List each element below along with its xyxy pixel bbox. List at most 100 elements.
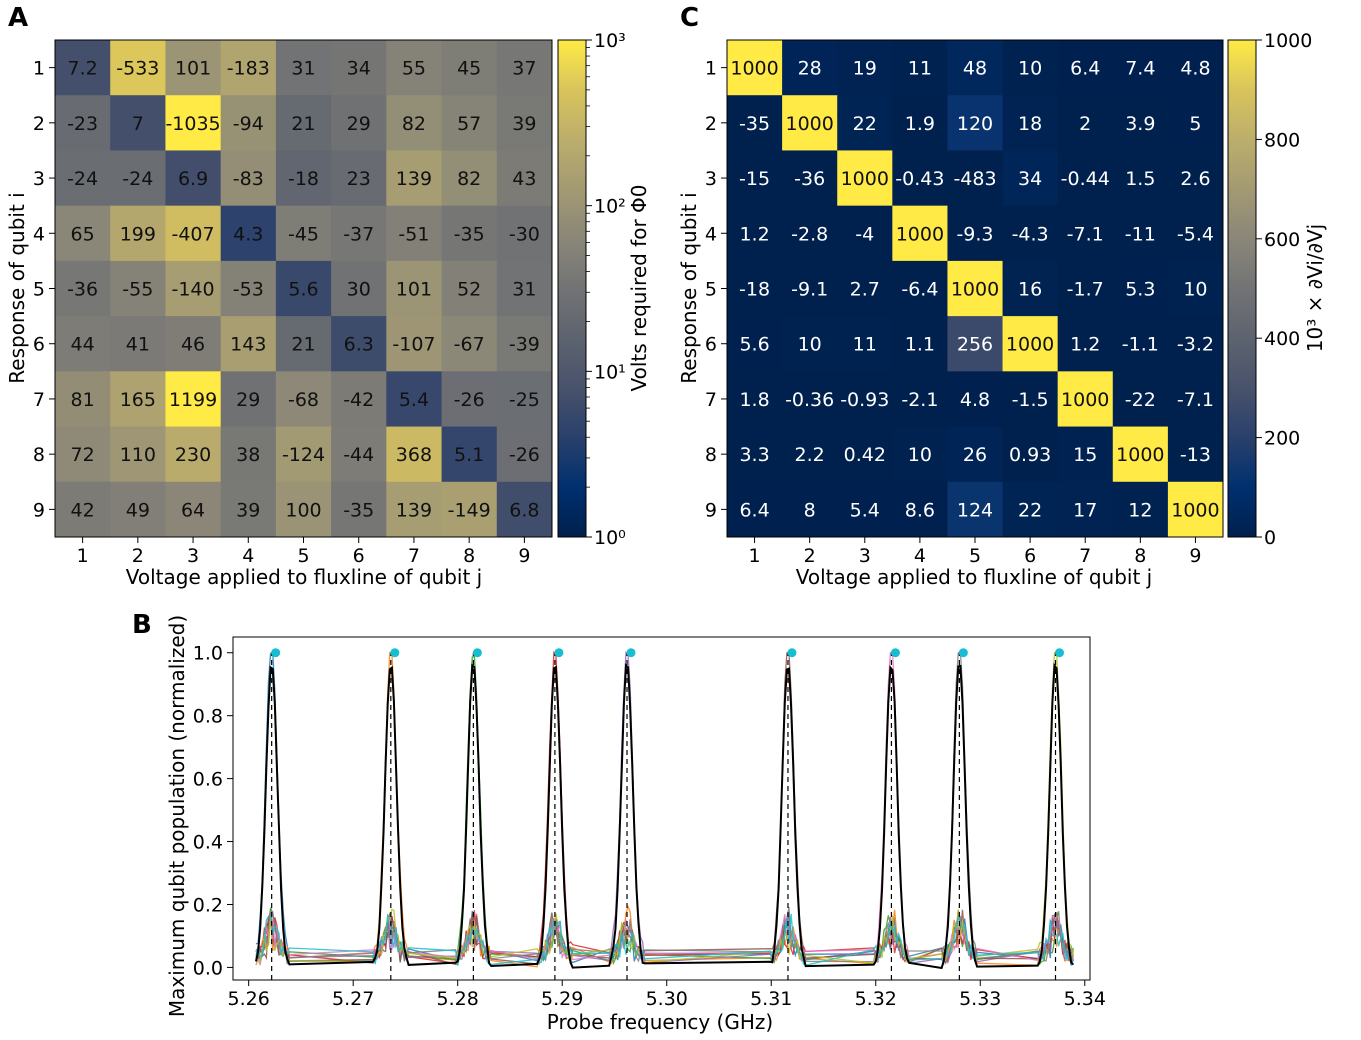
heatmap-c-cell-label: -1.1 — [1122, 334, 1159, 356]
heatmap-c-xtick-label: 6 — [1024, 545, 1036, 567]
heatmap-a-cell — [110, 481, 166, 538]
heatmap-c-cell-label: -11 — [1125, 223, 1156, 245]
heatmap-a-ytick-label: 5 — [33, 279, 45, 301]
heatmap-a-cell — [441, 205, 498, 262]
heatmap-a-cell — [331, 95, 387, 151]
panel-letter-a: A — [8, 3, 28, 33]
colorbar-c-tick-label: 400 — [1264, 328, 1300, 350]
heatmap-c-cell-label: -0.93 — [840, 389, 889, 411]
heatmap-c-cell — [1002, 40, 1059, 96]
colorbar-a-tick-label: 10⁰ — [594, 527, 626, 549]
heatmap-a-cell — [441, 316, 498, 372]
line-plot-b-xtick-label: 5.31 — [750, 988, 792, 1010]
heatmap-c-cell — [1057, 205, 1114, 262]
heatmap-a-cell — [496, 481, 553, 538]
heatmap-a-cell-label: 82 — [402, 113, 426, 135]
heatmap-c-cell — [1002, 205, 1059, 262]
heatmap-c-cell — [1057, 481, 1114, 538]
colorbar-c: 1000 800 600 400 200 0 — [1227, 30, 1312, 549]
heatmap-a-cell-label: 139 — [396, 168, 432, 190]
heatmap-a-xlabel: Voltage applied to fluxline of qubit j — [126, 565, 483, 589]
heatmap-c-cell — [1057, 316, 1114, 372]
heatmap-c-cell — [1057, 371, 1114, 428]
heatmap-c-cell — [1057, 150, 1114, 207]
panel-letter-c: C — [680, 3, 699, 33]
heatmap-c-cell-label: 1.5 — [1125, 168, 1155, 190]
heatmap-c-cell-label: 0.42 — [844, 444, 886, 466]
colorbar-c-tick-label: 200 — [1264, 428, 1300, 450]
heatmap-a-cell-label: 46 — [181, 334, 205, 356]
heatmap-c-cell — [837, 150, 893, 207]
heatmap-c-cell — [727, 205, 783, 262]
heatmap-a-cell — [220, 316, 277, 372]
heatmap-c-cell — [1167, 371, 1224, 428]
heatmap-c-cell-label: -4 — [855, 223, 874, 245]
heatmap-a-cell — [331, 260, 387, 317]
heatmap-a-cell — [386, 95, 443, 151]
heatmap-c-cell — [782, 481, 838, 538]
heatmap-a-cell — [496, 316, 553, 372]
heatmap-c-cell-label: 1.8 — [739, 389, 769, 411]
heatmap-c-cell-label: 10 — [1018, 58, 1042, 80]
heatmap-c-cell-label: 1000 — [1061, 389, 1109, 411]
heatmap-c-cell-label: 3.9 — [1125, 113, 1155, 135]
line-plot-b-ytick-label: 0.0 — [193, 957, 223, 979]
heatmap-c-cell — [837, 371, 893, 428]
heatmap-c-xtick-label: 7 — [1079, 545, 1091, 567]
heatmap-c-xtick-label: 2 — [804, 545, 816, 567]
heatmap-c-cell-label: 1.9 — [905, 113, 935, 135]
heatmap-c-cell — [947, 40, 1004, 96]
line-plot-b-peak-marker — [390, 648, 400, 658]
line-plot-b-ytick-label: 0.4 — [193, 832, 223, 854]
heatmap-c-cell — [892, 426, 948, 483]
heatmap-a-cell — [441, 95, 498, 151]
heatmap-c-cell-label: 1000 — [896, 223, 944, 245]
heatmap-c-cell — [892, 205, 948, 262]
heatmap-a-cell-label: 43 — [512, 168, 536, 190]
heatmap-a-cell-label: -35 — [454, 223, 485, 245]
heatmap-a-cell — [275, 150, 332, 207]
heatmap-a-cell-label: 30 — [347, 279, 371, 301]
heatmap-a-cell-label: 1199 — [169, 389, 217, 411]
heatmap-a-cell-label: 31 — [291, 58, 315, 80]
heatmap-c-cell-label: 34 — [1018, 168, 1042, 190]
heatmap-c-cell — [1167, 205, 1224, 262]
heatmap-a-cell — [110, 95, 166, 151]
heatmap-c-cell-label: -7.1 — [1067, 223, 1104, 245]
line-plot-b-xtick-label: 5.28 — [437, 988, 479, 1010]
heatmap-c-cell — [947, 95, 1004, 151]
heatmap-c-cell-label: 1.2 — [739, 223, 769, 245]
heatmap-c-cell — [947, 150, 1004, 207]
heatmap-a-cell — [496, 40, 553, 96]
heatmap-c-cell — [1057, 426, 1114, 483]
heatmap-a-cell — [386, 426, 443, 483]
heatmap-c-xtick-label: 5 — [969, 545, 981, 567]
heatmap-c-cell-label: 1000 — [1116, 444, 1164, 466]
heatmap-c-ytick-label: 2 — [705, 113, 717, 135]
heatmap-c-cell — [1112, 371, 1169, 428]
heatmap-a-cell — [331, 40, 387, 96]
colorbar-a-label: Volts required for Φ0 — [627, 184, 651, 391]
heatmap-c-cell-label: 6.4 — [1070, 58, 1100, 80]
heatmap-c-cell-label: 10 — [908, 444, 932, 466]
line-plot-b-xlabel: Probe frequency (GHz) — [547, 1010, 773, 1034]
heatmap-a-cell — [386, 260, 443, 317]
heatmap-c-cell-label: 17 — [1073, 499, 1097, 521]
heatmap-a-cell-label: 7 — [132, 113, 144, 135]
heatmap-c-cell-label: -15 — [739, 168, 770, 190]
heatmap-c-cell — [1112, 316, 1169, 372]
colorbar-c-tick-label: 600 — [1264, 229, 1300, 251]
heatmap-a-cell-label: 64 — [181, 499, 205, 521]
heatmap-c-cell — [947, 426, 1004, 483]
heatmap-a-cell-label: 101 — [175, 58, 211, 80]
heatmap-c-cell — [947, 260, 1004, 317]
line-plot-b-xtick-label: 5.30 — [646, 988, 688, 1010]
heatmap-a-cell — [55, 371, 111, 428]
heatmap-c-cell-label: 1000 — [1171, 499, 1219, 521]
heatmap-c-cell-label: 16 — [1018, 279, 1042, 301]
heatmap-a-cell-label: -42 — [343, 389, 374, 411]
heatmap-c-cell-label: 12 — [1128, 499, 1152, 521]
heatmap-c-cell-label: -5.4 — [1177, 223, 1214, 245]
heatmap-a-cell — [110, 150, 166, 207]
heatmap-a-cell — [220, 40, 277, 96]
